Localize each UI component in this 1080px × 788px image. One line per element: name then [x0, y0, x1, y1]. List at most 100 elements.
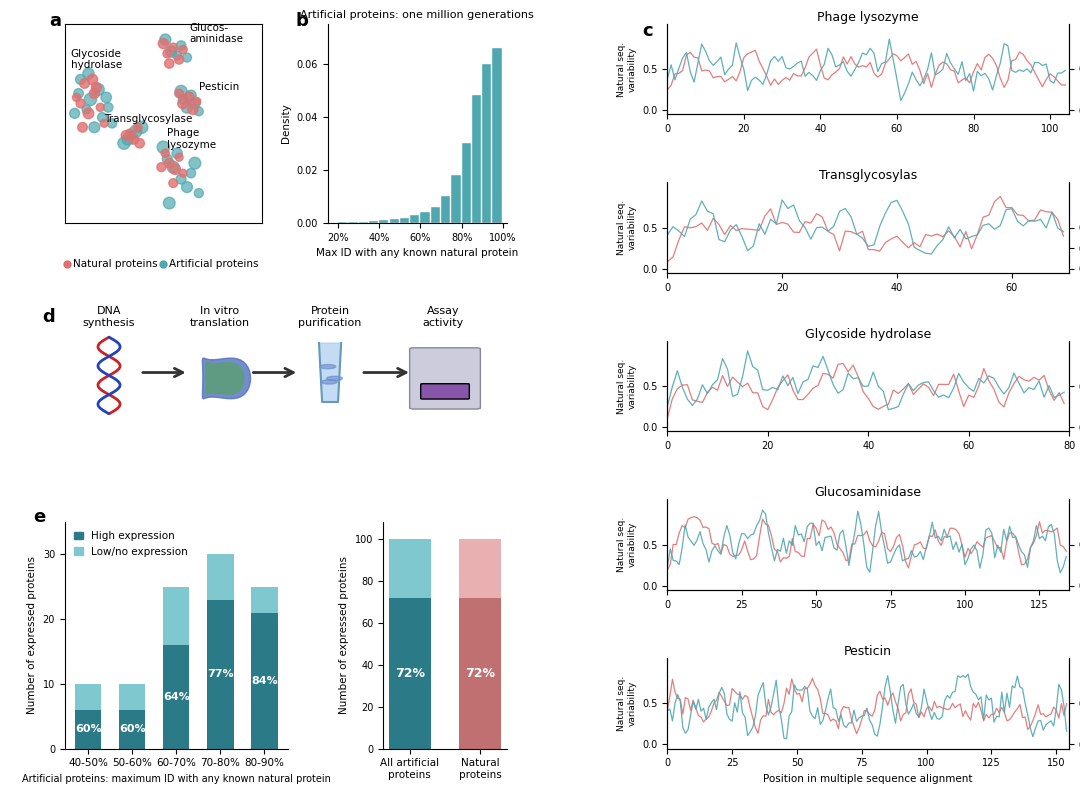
- Text: Phage
lysozyme: Phage lysozyme: [167, 128, 216, 150]
- Text: b: b: [296, 12, 309, 30]
- Point: [133, 121, 150, 134]
- Point: [173, 173, 190, 185]
- Text: 72%: 72%: [465, 667, 495, 679]
- Bar: [369, 221, 378, 223]
- Point: [121, 127, 138, 139]
- Bar: [338, 222, 348, 223]
- Point: [163, 45, 180, 58]
- Point: [125, 133, 143, 146]
- Title: Pesticin: Pesticin: [845, 645, 892, 658]
- Bar: [461, 143, 471, 223]
- Point: [130, 121, 147, 134]
- Point: [94, 111, 111, 124]
- X-axis label: Max ID with any known natural protein: Max ID with any known natural protein: [316, 248, 518, 258]
- Text: DNA
synthesis: DNA synthesis: [83, 307, 135, 328]
- Text: 77%: 77%: [207, 669, 233, 679]
- X-axis label: Artificial proteins: maximum ID with any known natural protein: Artificial proteins: maximum ID with any…: [22, 774, 330, 784]
- Bar: [252, 587, 278, 613]
- Bar: [400, 217, 409, 223]
- Point: [183, 167, 200, 180]
- Y-axis label: Natural seq.
variability: Natural seq. variability: [618, 41, 636, 97]
- Point: [72, 97, 90, 110]
- Point: [178, 101, 195, 113]
- Point: [85, 87, 103, 100]
- Point: [188, 95, 205, 108]
- Polygon shape: [206, 362, 244, 394]
- Bar: [459, 539, 501, 597]
- Point: [180, 91, 198, 104]
- Bar: [472, 95, 482, 223]
- Bar: [389, 539, 431, 597]
- Text: Glycoside
hydrolase: Glycoside hydrolase: [70, 49, 122, 70]
- Point: [171, 151, 188, 164]
- Point: [157, 33, 174, 46]
- Point: [174, 43, 191, 56]
- Title: Transglycosylas: Transglycosylas: [819, 169, 917, 182]
- Point: [168, 147, 186, 159]
- Point: [154, 37, 172, 50]
- Point: [164, 177, 181, 189]
- Bar: [207, 600, 233, 749]
- Point: [159, 153, 176, 165]
- Point: [73, 121, 91, 134]
- Point: [190, 187, 207, 199]
- Point: [90, 83, 107, 95]
- Point: [174, 97, 191, 110]
- Point: [85, 121, 103, 134]
- Point: [97, 91, 114, 104]
- Y-axis label: Natural seq.
variability: Natural seq. variability: [618, 359, 636, 414]
- Point: [104, 117, 121, 130]
- Point: [171, 87, 188, 100]
- Point: [87, 81, 105, 94]
- Y-axis label: Natural seq.
variability: Natural seq. variability: [618, 200, 636, 255]
- Title: Glucosaminidase: Glucosaminidase: [814, 486, 921, 500]
- Point: [173, 39, 190, 52]
- Y-axis label: Natural seq.
variability: Natural seq. variability: [618, 675, 636, 731]
- Point: [72, 73, 90, 86]
- Point: [116, 137, 133, 150]
- Point: [80, 67, 97, 80]
- Point: [99, 101, 117, 113]
- Text: Protein
purification: Protein purification: [298, 307, 362, 328]
- Bar: [163, 645, 189, 749]
- Text: 72%: 72%: [395, 667, 424, 679]
- Point: [161, 58, 178, 70]
- Point: [178, 180, 195, 193]
- Bar: [359, 221, 368, 223]
- Point: [157, 147, 174, 159]
- Bar: [75, 710, 102, 749]
- Point: [174, 167, 191, 180]
- Point: [173, 85, 190, 98]
- Bar: [410, 215, 419, 223]
- Bar: [441, 196, 450, 223]
- Point: [80, 107, 97, 120]
- Point: [119, 133, 136, 146]
- Point: [171, 54, 188, 66]
- Bar: [349, 222, 357, 223]
- Y-axis label: Natural seq.
variability: Natural seq. variability: [618, 517, 636, 572]
- X-axis label: Position in multiple sequence alignment: Position in multiple sequence alignment: [764, 774, 973, 784]
- Title: Glycoside hydrolase: Glycoside hydrolase: [805, 328, 931, 340]
- Point: [78, 103, 95, 116]
- Point: [154, 141, 172, 154]
- Text: e: e: [33, 508, 45, 526]
- Circle shape: [326, 377, 342, 381]
- Text: d: d: [43, 308, 55, 325]
- Point: [92, 101, 109, 113]
- Point: [186, 157, 203, 169]
- Point: [159, 47, 176, 60]
- Bar: [119, 684, 146, 710]
- Bar: [492, 47, 502, 223]
- Point: [186, 97, 203, 110]
- Bar: [75, 684, 102, 710]
- Point: [76, 77, 93, 90]
- Circle shape: [321, 380, 337, 384]
- Point: [66, 107, 83, 120]
- Point: [118, 129, 135, 142]
- Point: [164, 161, 181, 173]
- Legend: High expression, Low/no expression: High expression, Low/no expression: [70, 527, 192, 561]
- Text: 64%: 64%: [163, 692, 190, 702]
- Point: [127, 125, 145, 138]
- Text: 60%: 60%: [119, 724, 146, 734]
- FancyBboxPatch shape: [409, 348, 481, 409]
